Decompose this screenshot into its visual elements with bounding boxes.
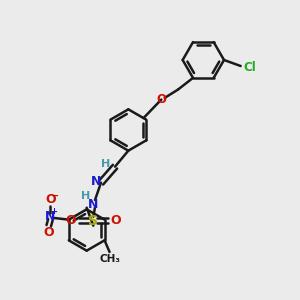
Text: H: H <box>81 191 90 201</box>
Text: N: N <box>88 198 98 211</box>
Text: N: N <box>91 175 101 188</box>
Text: N: N <box>45 210 56 223</box>
Text: O: O <box>111 214 121 227</box>
Text: S: S <box>88 214 98 228</box>
Text: O: O <box>45 193 56 206</box>
Text: O: O <box>156 93 166 106</box>
Text: CH₃: CH₃ <box>99 254 120 264</box>
Text: +: + <box>51 206 58 215</box>
Text: −: − <box>51 191 59 201</box>
Text: H: H <box>101 159 110 169</box>
Text: O: O <box>65 214 76 227</box>
Text: Cl: Cl <box>244 61 256 74</box>
Text: O: O <box>44 226 54 239</box>
